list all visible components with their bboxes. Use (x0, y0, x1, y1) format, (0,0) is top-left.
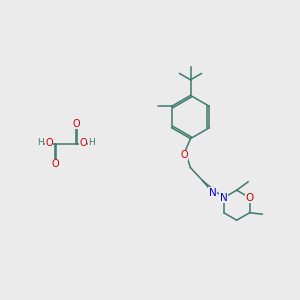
Text: O: O (180, 150, 188, 160)
Text: O: O (73, 118, 80, 129)
Text: N: N (220, 193, 228, 203)
Text: H: H (88, 138, 95, 147)
Text: H: H (37, 138, 44, 147)
Text: O: O (52, 159, 59, 170)
Text: N: N (209, 188, 217, 198)
Text: O: O (79, 138, 87, 148)
Text: O: O (246, 193, 254, 203)
Text: O: O (45, 138, 53, 148)
